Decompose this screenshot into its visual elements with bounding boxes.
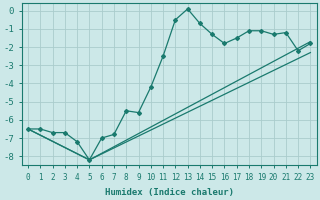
X-axis label: Humidex (Indice chaleur): Humidex (Indice chaleur) xyxy=(105,188,234,197)
